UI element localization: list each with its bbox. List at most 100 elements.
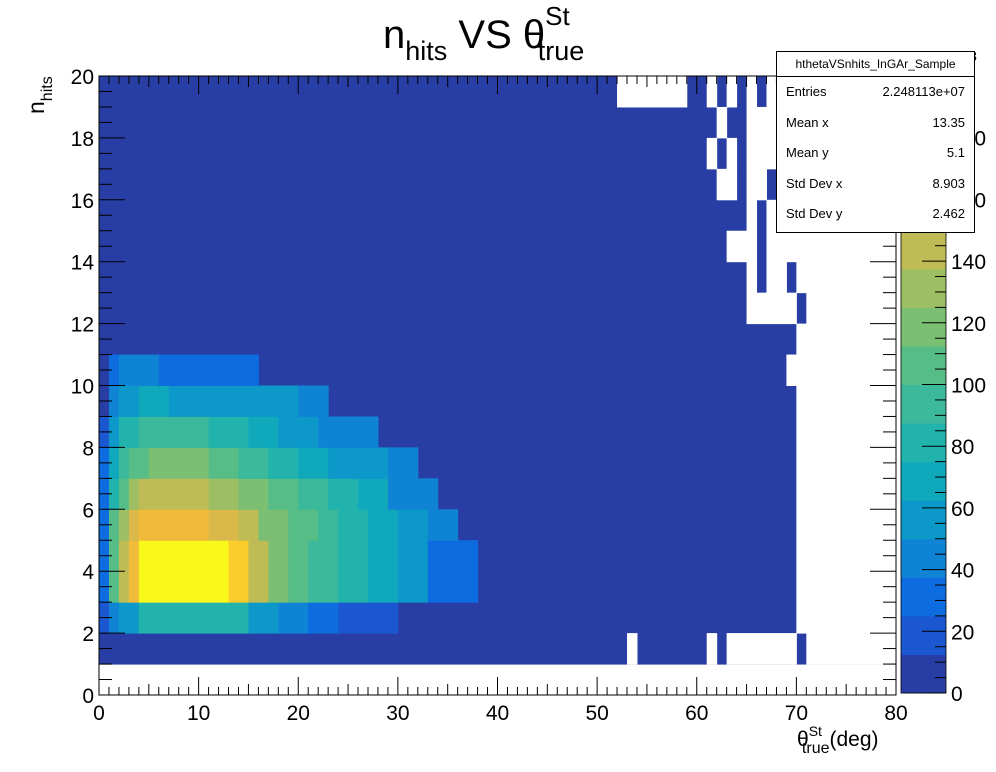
heatmap-cell (328, 478, 359, 510)
palette-swatch (901, 423, 946, 463)
heatmap-cell (358, 447, 389, 479)
x-tick-label: 80 (884, 702, 907, 725)
heatmap-cell (128, 571, 140, 603)
y-tick-label: 10 (71, 376, 94, 399)
empty-bin (726, 137, 738, 170)
stats-title: hthetaVSnhits_InGAr_Sample (777, 52, 974, 77)
heatmap-cell (248, 540, 269, 572)
heatmap-cell (288, 540, 309, 572)
heatmap-cell (188, 602, 249, 634)
heatmap-cell (108, 354, 120, 386)
palette-swatch (901, 500, 946, 540)
palette-tick-label: 80 (951, 436, 974, 459)
heatmap-cell (118, 354, 160, 386)
palette-tick-label: 0 (951, 683, 963, 706)
y-axis-label: nhits (23, 76, 56, 114)
heatmap-cell (208, 509, 239, 541)
empty-bin (796, 261, 807, 294)
heatmap-cell (228, 540, 249, 572)
x-tick-label: 30 (386, 702, 409, 725)
palette-swatch (901, 230, 946, 270)
stats-value: 2.248113e+07 (882, 84, 965, 99)
stats-key: Mean y (786, 145, 829, 160)
heatmap-cell (108, 509, 120, 541)
stats-row-std-dev-y: Std Dev y 2.462 (777, 199, 974, 230)
palette-swatch (901, 307, 946, 347)
y-tick-label: 20 (71, 66, 94, 89)
empty-bin (726, 633, 797, 665)
empty-bin (617, 76, 628, 108)
x-tick-label: 70 (785, 702, 808, 725)
palette-tick-label: 20 (951, 621, 974, 644)
heatmap-cell (108, 540, 120, 572)
heatmap-cell (427, 509, 459, 541)
stats-box: hthetaVSnhits_InGAr_Sample Entries 2.248… (776, 51, 975, 233)
heatmap-cell (118, 540, 130, 572)
heatmap-cell (318, 509, 339, 541)
palette-tick-label: 60 (951, 498, 974, 521)
heatmap-cell (248, 602, 279, 634)
heatmap-cell (298, 447, 329, 479)
heatmap-cell (328, 447, 359, 479)
heatmap-cell (387, 478, 439, 510)
heatmap-cell (108, 385, 120, 417)
heatmap-cell (118, 602, 140, 634)
heatmap-cell (397, 509, 429, 541)
palette-swatch (901, 615, 946, 655)
empty-bin (746, 76, 758, 108)
heatmap-cell (118, 385, 140, 417)
heatmap-cell (308, 540, 339, 572)
heatmap-cell (338, 571, 369, 603)
heatmap-cell (358, 478, 389, 510)
empty-bin (746, 168, 767, 201)
empty-bin (706, 633, 718, 665)
heatmap-cell (338, 602, 399, 634)
x-tick-label: 40 (486, 702, 509, 725)
y-tick-label: 16 (71, 190, 94, 213)
heatmap-cell (248, 416, 279, 448)
heatmap-cell (338, 540, 369, 572)
heatmap-cell (387, 447, 419, 479)
stats-value: 5.1 (946, 145, 965, 160)
stats-key: Mean x (786, 114, 829, 130)
heatmap-cell (248, 571, 269, 603)
x-axis-label: θSt true(deg) (797, 723, 879, 757)
chart-title: nhits VS θSt true (383, 1, 584, 66)
heatmap-cell (367, 571, 399, 603)
heatmap-cell (138, 385, 170, 417)
heatmap-cell (118, 509, 130, 541)
heatmap-cell (258, 385, 299, 417)
heatmap-cell (128, 478, 140, 510)
heatmap-row-background (99, 261, 897, 294)
heatmap-cell (268, 478, 299, 510)
heatmap-cell (138, 416, 210, 448)
palette-tick-label: 100 (951, 375, 986, 398)
y-tick-label: 6 (82, 499, 94, 522)
empty-bin (627, 76, 648, 108)
stats-row-entries: Entries 2.248113e+07 (777, 77, 974, 108)
heatmap-cell (427, 571, 479, 603)
heatmap-cell (108, 571, 120, 603)
heatmap-cell (367, 540, 399, 572)
palette-swatch (901, 268, 946, 308)
heatmap-cell (238, 447, 269, 479)
stats-value: 13.35 (932, 114, 965, 130)
heatmap-cell (228, 571, 249, 603)
heatmap-cell (108, 416, 120, 448)
empty-bin (746, 292, 797, 325)
empty-bin (796, 323, 807, 634)
empty-bin (746, 199, 758, 232)
heatmap-cell (208, 416, 249, 448)
heatmap-cell (397, 571, 429, 603)
heatmap-cell (208, 478, 239, 510)
heatmap-cell (128, 540, 140, 572)
heatmap-cell (278, 416, 319, 448)
empty-bin (726, 230, 758, 263)
stats-row-std-dev-x: Std Dev x 8.903 (777, 169, 974, 200)
y-tick-label: 2 (82, 623, 94, 646)
heatmap-cell (397, 540, 429, 572)
heatmap-cell (348, 416, 379, 448)
heatmap-cell (268, 571, 289, 603)
x-tick-label: 0 (93, 702, 105, 725)
heatmap-cell (118, 447, 130, 479)
